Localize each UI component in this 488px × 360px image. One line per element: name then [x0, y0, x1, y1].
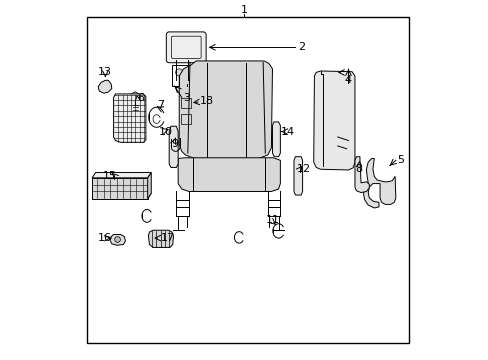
- Text: 8: 8: [355, 164, 362, 174]
- Text: 15: 15: [103, 171, 117, 181]
- Bar: [180, 98, 190, 108]
- Text: 17: 17: [160, 233, 174, 243]
- Text: 1: 1: [241, 5, 247, 15]
- Polygon shape: [363, 158, 395, 208]
- Polygon shape: [272, 122, 280, 157]
- Text: 12: 12: [296, 164, 310, 174]
- Text: 4: 4: [344, 75, 351, 85]
- Text: 18: 18: [200, 96, 213, 106]
- Text: 2: 2: [298, 42, 305, 52]
- Circle shape: [175, 69, 183, 76]
- Text: 10: 10: [158, 127, 172, 136]
- Polygon shape: [179, 61, 272, 158]
- Text: 5: 5: [396, 155, 403, 165]
- Text: 3: 3: [183, 93, 190, 103]
- Polygon shape: [98, 80, 112, 93]
- Text: 16: 16: [98, 233, 111, 243]
- Text: 14: 14: [280, 127, 294, 136]
- Bar: [180, 114, 190, 125]
- Polygon shape: [148, 230, 173, 247]
- Polygon shape: [92, 172, 151, 178]
- Bar: [172, 65, 192, 86]
- Circle shape: [115, 237, 120, 242]
- Polygon shape: [169, 126, 178, 167]
- FancyBboxPatch shape: [166, 32, 206, 63]
- Text: 7: 7: [156, 100, 163, 110]
- Polygon shape: [354, 157, 368, 193]
- Circle shape: [183, 77, 190, 84]
- Polygon shape: [113, 94, 145, 142]
- Polygon shape: [147, 172, 151, 199]
- Polygon shape: [92, 178, 147, 199]
- Text: 13: 13: [98, 67, 111, 77]
- Polygon shape: [313, 71, 354, 170]
- Polygon shape: [110, 234, 125, 245]
- Text: 6: 6: [137, 93, 143, 103]
- Polygon shape: [92, 193, 151, 199]
- Polygon shape: [178, 158, 280, 192]
- Polygon shape: [293, 157, 302, 195]
- Text: 11: 11: [265, 215, 280, 225]
- Text: 9: 9: [171, 139, 178, 149]
